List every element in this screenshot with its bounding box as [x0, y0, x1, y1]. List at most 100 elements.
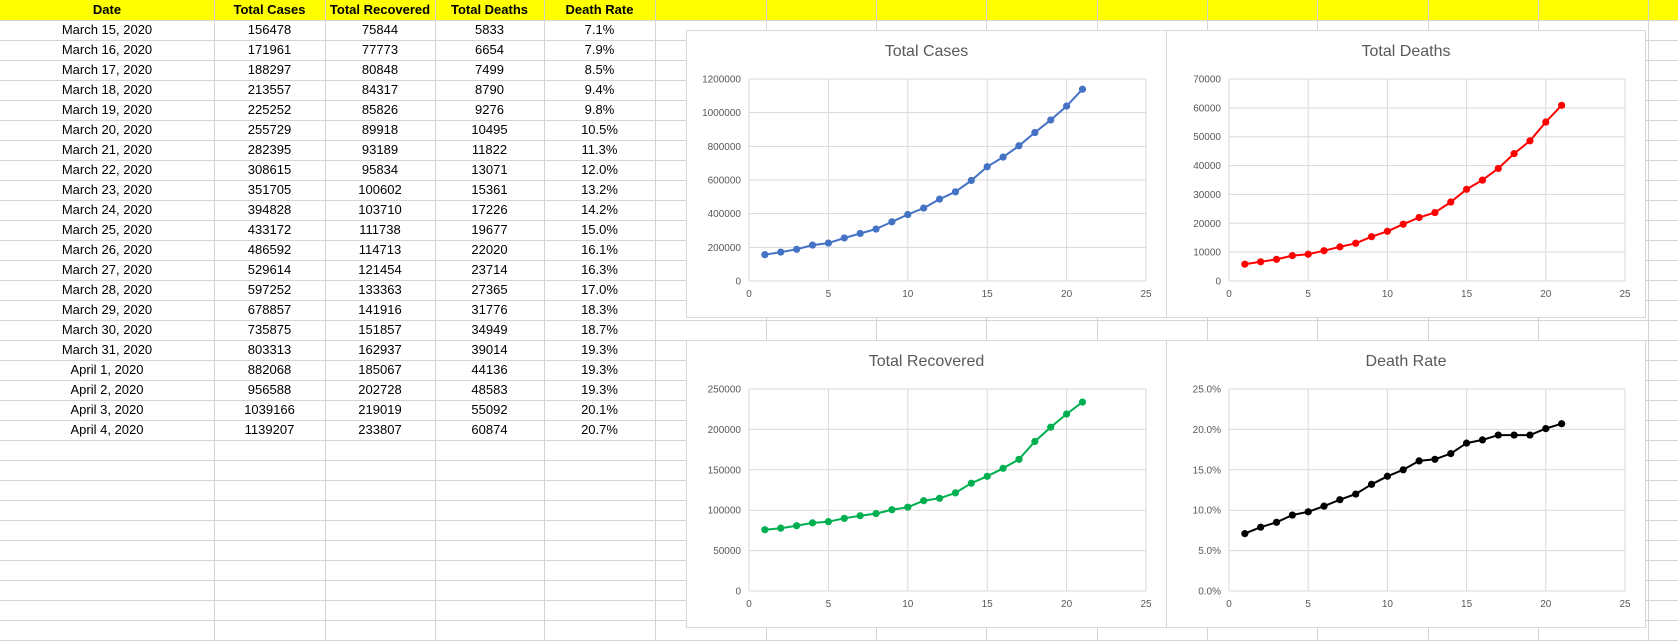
- total-deaths-chart[interactable]: Total Deaths 0 10000 20000 30000 40000 50000 60…: [1166, 30, 1646, 318]
- cell-total-recovered[interactable]: 114713: [358, 242, 402, 257]
- cell-death-rate[interactable]: 12.0%: [581, 162, 618, 177]
- cell-death-rate[interactable]: 9.4%: [584, 82, 615, 97]
- cell-death-rate[interactable]: 19.3%: [581, 362, 618, 377]
- cell-death-rate[interactable]: 13.2%: [581, 182, 618, 197]
- cell-total-deaths[interactable]: 5833: [475, 22, 504, 37]
- cell-total-recovered[interactable]: 185067: [358, 362, 402, 377]
- cell-total-cases[interactable]: 1039166: [244, 402, 295, 417]
- header-total-cases[interactable]: Total Cases: [233, 2, 306, 17]
- cell-total-deaths[interactable]: 10495: [471, 122, 508, 137]
- cell-death-rate[interactable]: 16.3%: [581, 262, 618, 277]
- death-rate-chart[interactable]: Death Rate 0.0% 5.0% 10.0% 15.0% 20.0% 25.0% 0 5…: [1166, 340, 1646, 628]
- cell-death-rate[interactable]: 17.0%: [581, 282, 618, 297]
- header-death-rate[interactable]: Death Rate: [565, 2, 634, 17]
- cell-death-rate[interactable]: 11.3%: [581, 142, 618, 157]
- cell-total-cases[interactable]: 678857: [247, 302, 292, 317]
- cell-death-rate[interactable]: 19.3%: [581, 342, 618, 357]
- cell-date[interactable]: March 19, 2020: [61, 102, 153, 117]
- cell-total-deaths[interactable]: 60874: [471, 422, 508, 437]
- cell-total-recovered[interactable]: 141916: [358, 302, 402, 317]
- cell-total-cases[interactable]: 486592: [247, 242, 292, 257]
- cell-date[interactable]: March 22, 2020: [61, 162, 153, 177]
- cell-death-rate[interactable]: 18.3%: [581, 302, 618, 317]
- total-recovered-chart[interactable]: Total Recovered 0 50000 100000 150000 200000 2…: [686, 340, 1167, 628]
- cell-total-recovered[interactable]: 77773: [361, 42, 399, 57]
- cell-total-recovered[interactable]: 89918: [361, 122, 399, 137]
- cell-total-cases[interactable]: 308615: [247, 162, 292, 177]
- cell-total-cases[interactable]: 225252: [247, 102, 292, 117]
- cell-total-cases[interactable]: 351705: [247, 182, 292, 197]
- cell-death-rate[interactable]: 14.2%: [581, 202, 618, 217]
- cell-total-cases[interactable]: 529614: [247, 262, 292, 277]
- cell-death-rate[interactable]: 16.1%: [581, 242, 618, 257]
- cell-date[interactable]: March 17, 2020: [61, 62, 153, 77]
- cell-total-recovered[interactable]: 121454: [358, 262, 402, 277]
- cell-total-cases[interactable]: 956588: [247, 382, 292, 397]
- cell-total-deaths[interactable]: 17226: [471, 202, 508, 217]
- cell-total-recovered[interactable]: 103710: [358, 202, 402, 217]
- header-total-deaths[interactable]: Total Deaths: [450, 2, 529, 17]
- cell-total-recovered[interactable]: 151857: [358, 322, 402, 337]
- cell-death-rate[interactable]: 18.7%: [581, 322, 618, 337]
- cell-total-deaths[interactable]: 55092: [471, 402, 508, 417]
- cell-date[interactable]: April 1, 2020: [70, 362, 144, 377]
- cell-death-rate[interactable]: 19.3%: [581, 382, 618, 397]
- cell-date[interactable]: March 31, 2020: [61, 342, 153, 357]
- cell-total-cases[interactable]: 213557: [247, 82, 292, 97]
- cell-death-rate[interactable]: 7.1%: [584, 22, 615, 37]
- cell-death-rate[interactable]: 15.0%: [581, 222, 618, 237]
- cell-date[interactable]: April 3, 2020: [70, 402, 144, 417]
- cell-total-recovered[interactable]: 85826: [361, 102, 399, 117]
- cell-total-deaths[interactable]: 27365: [471, 282, 508, 297]
- cell-death-rate[interactable]: 8.5%: [584, 62, 615, 77]
- cell-total-cases[interactable]: 882068: [247, 362, 292, 377]
- cell-date[interactable]: March 20, 2020: [61, 122, 153, 137]
- cell-total-deaths[interactable]: 48583: [471, 382, 508, 397]
- cell-date[interactable]: March 24, 2020: [61, 202, 153, 217]
- cell-total-deaths[interactable]: 15361: [471, 182, 508, 197]
- cell-total-cases[interactable]: 1139207: [244, 422, 295, 437]
- cell-total-cases[interactable]: 433172: [247, 222, 292, 237]
- cell-total-recovered[interactable]: 219019: [358, 402, 402, 417]
- cell-total-recovered[interactable]: 133363: [358, 282, 402, 297]
- cell-total-recovered[interactable]: 233807: [358, 422, 402, 437]
- cell-total-cases[interactable]: 282395: [247, 142, 292, 157]
- cell-total-recovered[interactable]: 80848: [361, 62, 399, 77]
- cell-total-deaths[interactable]: 13071: [471, 162, 508, 177]
- cell-total-cases[interactable]: 171961: [247, 42, 292, 57]
- cell-total-deaths[interactable]: 7499: [475, 62, 504, 77]
- total-cases-chart[interactable]: Total Cases 0 200000 400000 600000 800000 1000…: [686, 30, 1167, 318]
- cell-date[interactable]: March 23, 2020: [61, 182, 153, 197]
- cell-total-recovered[interactable]: 95834: [361, 162, 399, 177]
- cell-date[interactable]: March 18, 2020: [61, 82, 153, 97]
- cell-total-deaths[interactable]: 22020: [471, 242, 508, 257]
- cell-date[interactable]: April 2, 2020: [70, 382, 144, 397]
- cell-total-recovered[interactable]: 84317: [361, 82, 399, 97]
- cell-date[interactable]: March 28, 2020: [61, 282, 153, 297]
- cell-date[interactable]: March 16, 2020: [61, 42, 153, 57]
- cell-death-rate[interactable]: 20.1%: [581, 402, 618, 417]
- cell-date[interactable]: March 15, 2020: [61, 22, 153, 37]
- cell-total-cases[interactable]: 803313: [247, 342, 292, 357]
- cell-date[interactable]: March 30, 2020: [61, 322, 153, 337]
- cell-total-cases[interactable]: 188297: [247, 62, 292, 77]
- cell-date[interactable]: March 26, 2020: [61, 242, 153, 257]
- cell-total-deaths[interactable]: 34949: [471, 322, 508, 337]
- cell-total-cases[interactable]: 597252: [247, 282, 292, 297]
- cell-total-recovered[interactable]: 202728: [358, 382, 402, 397]
- cell-total-cases[interactable]: 255729: [247, 122, 292, 137]
- cell-total-deaths[interactable]: 23714: [471, 262, 508, 277]
- cell-total-deaths[interactable]: 19677: [471, 222, 508, 237]
- cell-date[interactable]: March 29, 2020: [61, 302, 153, 317]
- cell-death-rate[interactable]: 10.5%: [581, 122, 618, 137]
- cell-total-cases[interactable]: 156478: [247, 22, 292, 37]
- cell-total-deaths[interactable]: 39014: [471, 342, 508, 357]
- cell-date[interactable]: March 27, 2020: [61, 262, 153, 277]
- cell-death-rate[interactable]: 7.9%: [584, 42, 615, 57]
- header-total-recovered[interactable]: Total Recovered: [329, 2, 431, 17]
- cell-total-deaths[interactable]: 11822: [471, 142, 508, 157]
- cell-total-deaths[interactable]: 8790: [475, 82, 504, 97]
- cell-date[interactable]: March 25, 2020: [61, 222, 153, 237]
- cell-total-deaths[interactable]: 6654: [475, 42, 504, 57]
- cell-total-deaths[interactable]: 9276: [475, 102, 504, 117]
